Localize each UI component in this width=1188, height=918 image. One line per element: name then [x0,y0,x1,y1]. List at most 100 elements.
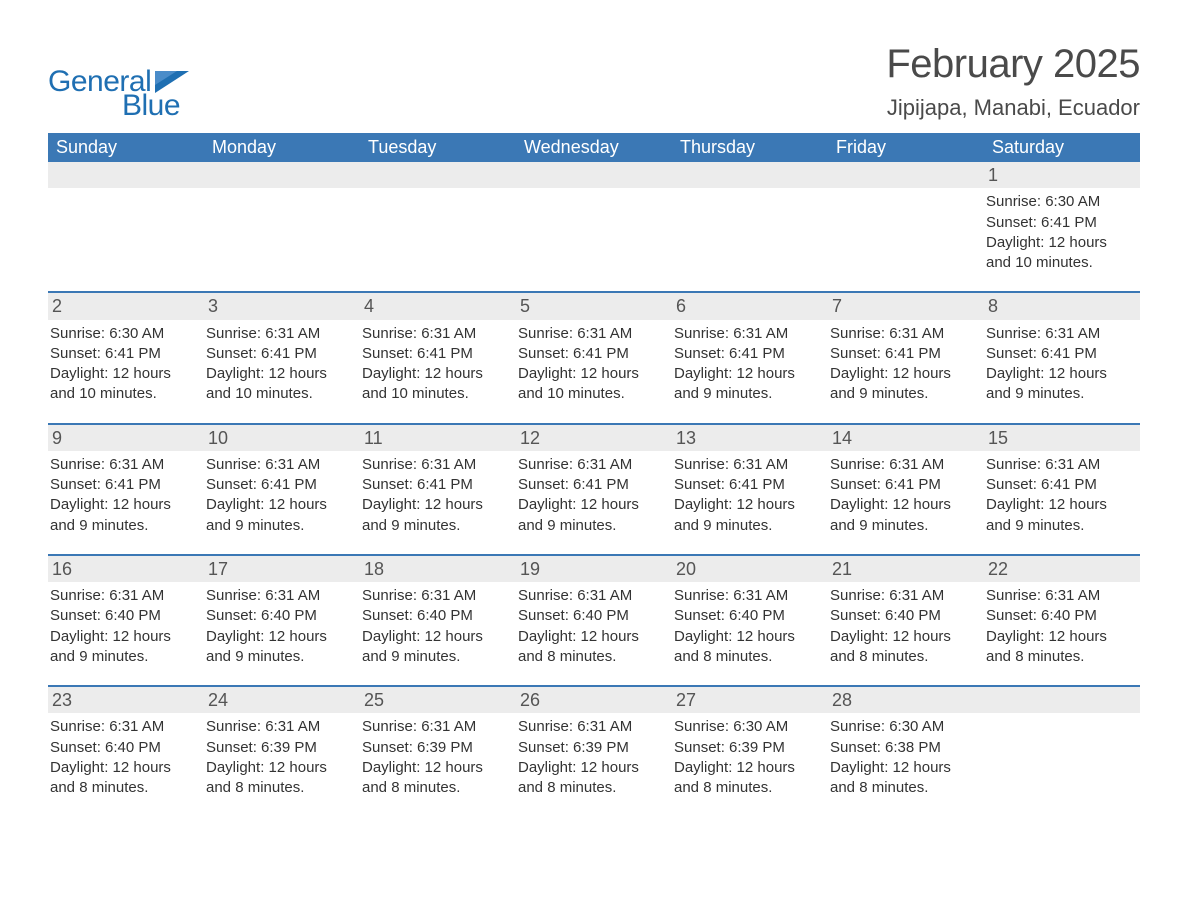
header-bar: General Blue February 2025 Jipijapa, Man… [48,42,1140,121]
day-number [828,162,984,188]
calendar-day-cell [360,162,516,292]
calendar-day-cell: 26Sunrise: 6:31 AMSunset: 6:39 PMDayligh… [516,686,672,816]
day-number: 1 [984,162,1140,188]
day-details: Sunrise: 6:30 AMSunset: 6:39 PMDaylight:… [674,717,822,798]
sunset-text: Sunset: 6:41 PM [362,344,510,364]
sunrise-text: Sunrise: 6:31 AM [362,324,510,344]
day-number: 8 [984,293,1140,319]
day-details: Sunrise: 6:31 AMSunset: 6:41 PMDaylight:… [518,324,666,405]
daylight-text: Daylight: 12 hours and 9 minutes. [362,627,510,668]
sunset-text: Sunset: 6:41 PM [50,344,198,364]
calendar-day-cell: 28Sunrise: 6:30 AMSunset: 6:38 PMDayligh… [828,686,984,816]
day-details: Sunrise: 6:31 AMSunset: 6:40 PMDaylight:… [674,586,822,667]
day-details: Sunrise: 6:31 AMSunset: 6:41 PMDaylight:… [206,324,354,405]
day-details: Sunrise: 6:30 AMSunset: 6:41 PMDaylight:… [50,324,198,405]
day-number: 18 [360,556,516,582]
sunrise-text: Sunrise: 6:31 AM [206,586,354,606]
sunrise-text: Sunrise: 6:30 AM [50,324,198,344]
sunrise-text: Sunrise: 6:31 AM [362,586,510,606]
daylight-text: Daylight: 12 hours and 9 minutes. [50,495,198,536]
calendar-day-cell: 19 Sunrise: 6:31 AMSunset: 6:40 PMDayligh… [516,555,672,686]
sunset-text: Sunset: 6:39 PM [518,738,666,758]
daylight-text: Daylight: 12 hours and 9 minutes. [362,495,510,536]
dow-header: Thursday [672,133,828,162]
page-title: February 2025 [886,42,1140,87]
calendar-day-cell: 4 Sunrise: 6:31 AMSunset: 6:41 PMDaylight… [360,292,516,423]
daylight-text: Daylight: 12 hours and 10 minutes. [206,364,354,405]
daylight-text: Daylight: 12 hours and 10 minutes. [518,364,666,405]
calendar-day-cell: 10Sunrise: 6:31 AMSunset: 6:41 PMDayligh… [204,424,360,555]
sunset-text: Sunset: 6:40 PM [518,606,666,626]
day-number: 9 [48,425,204,451]
calendar-day-cell: 14Sunrise: 6:31 AMSunset: 6:41 PMDayligh… [828,424,984,555]
day-details: Sunrise: 6:31 AMSunset: 6:41 PMDaylight:… [362,324,510,405]
day-number: 2 [48,293,204,319]
sunrise-text: Sunrise: 6:31 AM [362,455,510,475]
day-number: 23 [48,687,204,713]
day-details: Sunrise: 6:31 AMSunset: 6:41 PMDaylight:… [50,455,198,536]
calendar-week-row: 23 Sunrise: 6:31 AMSunset: 6:40 PMDayligh… [48,686,1140,816]
day-number: 16 [48,556,204,582]
calendar-day-cell: 16Sunrise: 6:31 AMSunset: 6:40 PMDayligh… [48,555,204,686]
day-number: 3 [204,293,360,319]
daylight-text: Daylight: 12 hours and 8 minutes. [50,758,198,799]
calendar-day-cell: 13Sunrise: 6:31 AMSunset: 6:41 PMDayligh… [672,424,828,555]
daylight-text: Daylight: 12 hours and 8 minutes. [206,758,354,799]
calendar-day-cell: 18Sunrise: 6:31 AMSunset: 6:40 PMDayligh… [360,555,516,686]
calendar-table: Sunday Monday Tuesday Wednesday Thursday… [48,133,1140,816]
day-number: 20 [672,556,828,582]
brand-logo: General Blue [48,67,189,121]
sunset-text: Sunset: 6:39 PM [362,738,510,758]
daylight-text: Daylight: 12 hours and 9 minutes. [674,364,822,405]
calendar-day-cell: 7Sunrise: 6:31 AMSunset: 6:41 PMDaylight… [828,292,984,423]
calendar-day-cell: 25 Sunrise: 6:31 AMSunset: 6:39 PMDayligh… [360,686,516,816]
sunrise-text: Sunrise: 6:30 AM [830,717,978,737]
sunrise-text: Sunrise: 6:31 AM [674,586,822,606]
daylight-text: Daylight: 12 hours and 10 minutes. [362,364,510,405]
day-details: Sunrise: 6:31 AMSunset: 6:40 PMDaylight:… [206,586,354,667]
sunrise-text: Sunrise: 6:31 AM [674,455,822,475]
sunset-text: Sunset: 6:40 PM [50,738,198,758]
calendar-day-cell: 6 Sunrise: 6:31 AMSunset: 6:41 PMDaylight… [672,292,828,423]
day-number [204,162,360,188]
day-number: 25 [360,687,516,713]
daylight-text: Daylight: 12 hours and 9 minutes. [206,627,354,668]
calendar-week-row: 16Sunrise: 6:31 AMSunset: 6:40 PMDayligh… [48,555,1140,686]
sunset-text: Sunset: 6:40 PM [986,606,1134,626]
day-details: Sunrise: 6:31 AMSunset: 6:39 PMDaylight:… [362,717,510,798]
calendar-week-row: 1 Sunrise: 6:30 AMSunset: 6:41 PMDaylight… [48,162,1140,292]
calendar-day-cell: 20 Sunrise: 6:31 AMSunset: 6:40 PMDayligh… [672,555,828,686]
calendar-day-cell: 22Sunrise: 6:31 AMSunset: 6:40 PMDayligh… [984,555,1140,686]
sunset-text: Sunset: 6:41 PM [986,475,1134,495]
calendar-day-cell: 2 Sunrise: 6:30 AMSunset: 6:41 PMDaylight… [48,292,204,423]
day-details: Sunrise: 6:31 AMSunset: 6:40 PMDaylight:… [830,586,978,667]
calendar-body: 1Sunrise: 6:30 AMSunset: 6:41 PMDaylight… [48,162,1140,816]
calendar-week-row: 9Sunrise: 6:31 AMSunset: 6:41 PMDaylight… [48,424,1140,555]
day-number: 12 [516,425,672,451]
daylight-text: Daylight: 12 hours and 8 minutes. [830,758,978,799]
day-number: 19 [516,556,672,582]
day-details: Sunrise: 6:31 AMSunset: 6:40 PMDaylight:… [50,717,198,798]
day-number [984,687,1140,713]
day-number: 13 [672,425,828,451]
day-details: Sunrise: 6:31 AMSunset: 6:40 PMDaylight:… [986,586,1134,667]
sunrise-text: Sunrise: 6:31 AM [986,455,1134,475]
calendar-day-cell [672,162,828,292]
day-number: 10 [204,425,360,451]
day-number [516,162,672,188]
location-subtitle: Jipijapa, Manabi, Ecuador [886,95,1140,121]
sunrise-text: Sunrise: 6:31 AM [518,324,666,344]
day-details: Sunrise: 6:31 AMSunset: 6:41 PMDaylight:… [674,324,822,405]
daylight-text: Daylight: 12 hours and 9 minutes. [986,364,1134,405]
day-details: Sunrise: 6:30 AMSunset: 6:41 PMDaylight:… [986,192,1134,273]
sunset-text: Sunset: 6:41 PM [986,213,1134,233]
sunrise-text: Sunrise: 6:31 AM [50,586,198,606]
dow-header: Saturday [984,133,1140,162]
day-number [48,162,204,188]
brand-word-blue: Blue [122,91,189,121]
calendar-day-cell [48,162,204,292]
day-details: Sunrise: 6:31 AMSunset: 6:40 PMDaylight:… [518,586,666,667]
day-number: 4 [360,293,516,319]
sunrise-text: Sunrise: 6:30 AM [674,717,822,737]
day-number: 6 [672,293,828,319]
